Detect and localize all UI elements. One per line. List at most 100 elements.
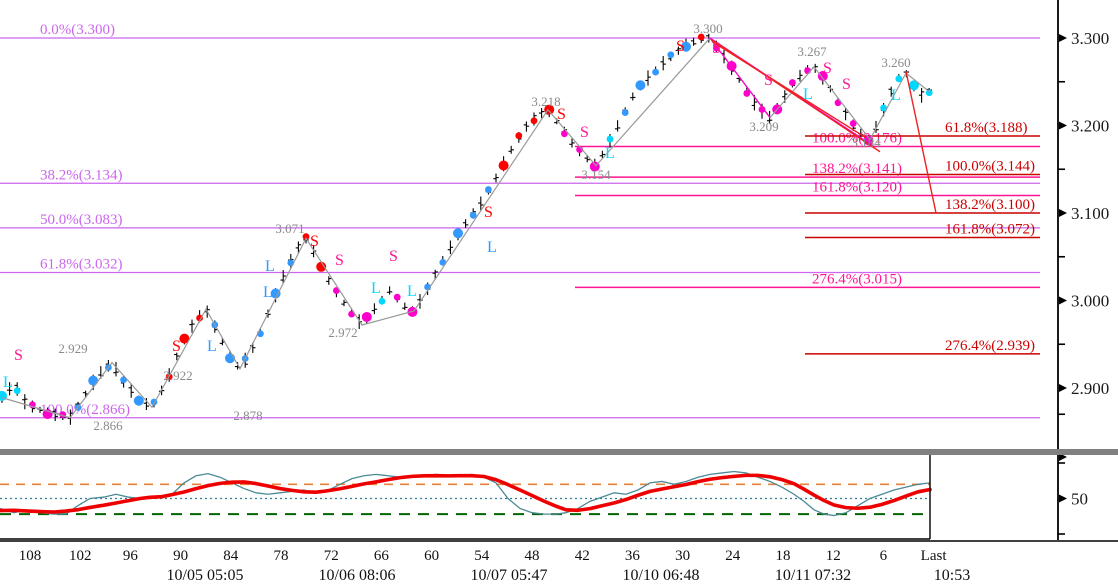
- date-tick-3: 10/10 06:48: [623, 567, 700, 584]
- oscillator-pane[interactable]: 50: [0, 455, 1118, 540]
- price-tick-arrow: [1059, 384, 1067, 392]
- pivot-label-7: 3.154: [581, 167, 611, 182]
- signal-marker-s-11: S: [484, 204, 493, 221]
- time-tick-1: 102: [69, 548, 92, 564]
- projection-lines: [709, 37, 937, 214]
- fib-line-left-0: 0.0%(3.300): [0, 22, 1040, 39]
- signal-marker-l-22: L: [891, 87, 901, 104]
- time-tick-11: 42: [575, 548, 590, 564]
- ohlc-bar: [447, 240, 454, 255]
- signal-dot: [758, 106, 766, 113]
- signal-dot: [485, 186, 492, 193]
- ohlc-bar: [523, 121, 530, 132]
- fib-label-right-2: 138.2%(3.100): [945, 197, 1035, 213]
- date-tick-2: 10/07 05:47: [471, 567, 548, 584]
- signal-dot: [789, 79, 796, 86]
- signal-marker-l-8: L: [371, 280, 381, 297]
- signal-marker-s-5: S: [310, 233, 319, 250]
- signal-marker-l-10: L: [407, 283, 417, 300]
- fib-label-right-0: 61.8%(3.188): [945, 120, 1028, 136]
- signal-dot: [498, 160, 509, 171]
- signal-marker-l-6: L: [263, 284, 273, 301]
- ohlc-bar: [918, 87, 925, 103]
- fib-line-left-1: 38.2%(3.134): [0, 167, 1040, 184]
- time-tick-0: 108: [19, 548, 42, 564]
- ohlc-bar: [326, 276, 332, 285]
- signal-marker-l-4: L: [265, 258, 275, 275]
- signal-marker-s-2: S: [172, 338, 181, 355]
- signal-dot: [849, 120, 857, 127]
- fib-label-left-3: 61.8%(3.032): [40, 257, 123, 273]
- signal-dot: [925, 89, 933, 97]
- pivot-label-3: 2.922: [163, 368, 192, 383]
- fib-label-left-2: 50.0%(3.083): [40, 212, 123, 228]
- signal-marker-l-15: L: [605, 145, 615, 162]
- signal-dot: [515, 132, 523, 140]
- signal-marker-s-14: S: [580, 124, 589, 141]
- ohlc-bar: [690, 37, 697, 46]
- oscillator-tick-label-50: 50: [1071, 490, 1088, 509]
- signal-dot: [743, 90, 751, 97]
- price-tick-label-2: 3.100: [1071, 204, 1109, 223]
- signal-marker-s-21: S: [842, 76, 851, 93]
- ohlc-bar: [462, 219, 469, 228]
- fib-line-right-0: 61.8%(3.188): [805, 120, 1040, 137]
- ohlc-bar: [143, 397, 150, 410]
- signal-dot: [697, 33, 705, 41]
- pane-separator: [0, 449, 1118, 455]
- signal-marker-l-3: L: [207, 338, 217, 355]
- price-tick-arrow: [1059, 209, 1067, 217]
- time-tick-14: 24: [725, 548, 741, 564]
- oscillator-axis: 50: [1057, 455, 1088, 540]
- price-chart-canvas[interactable]: 0.0%(3.300) 38.2%(3.134) 50.0%(3.083) 61.8%…: [0, 0, 1118, 453]
- oscillator-plot: [0, 455, 932, 540]
- signal-marker-s-9: S: [389, 248, 398, 265]
- fib-line-mid-2: 161.8%(3.120): [575, 180, 1040, 197]
- signal-marker-s-20: S: [823, 60, 832, 77]
- fib-label-mid-3: 276.4%(3.015): [812, 271, 902, 287]
- signal-marker-s-13: S: [557, 106, 566, 123]
- time-tick-16: 12: [826, 548, 841, 564]
- pivot-label-4: 3.071: [275, 221, 304, 236]
- ohlc-bar: [52, 408, 58, 422]
- pivot-dots: [0, 33, 933, 420]
- pivot-label-10: 3.267: [797, 44, 827, 59]
- oscillator-canvas[interactable]: 50: [0, 455, 1118, 540]
- ohlc-bar: [113, 361, 119, 377]
- signal-dot: [453, 228, 463, 239]
- price-tick-label-4: 2.900: [1071, 379, 1109, 398]
- price-tick-label-1: 3.200: [1071, 117, 1109, 136]
- fib-label-right-4: 276.4%(2.939): [945, 338, 1035, 354]
- signal-dot: [361, 311, 372, 322]
- price-tick-label-0: 3.300: [1071, 29, 1109, 48]
- fib-line-right-2: 138.2%(3.100): [805, 197, 1040, 214]
- ohlc-bar: [6, 382, 13, 396]
- pivot-label-0: 2.866: [93, 418, 123, 433]
- price-axis: 3.300 3.200 3.100 3.000 2.900: [1057, 0, 1109, 453]
- time-tick-10: 48: [525, 548, 540, 564]
- price-tick-arrow: [1059, 121, 1067, 130]
- signal-dot: [530, 117, 538, 125]
- signal-dot: [196, 314, 204, 322]
- time-tick-15: 18: [776, 548, 791, 564]
- fib-line-left-3: 61.8%(3.032): [0, 257, 1040, 274]
- pivot-label-5: 2.972: [328, 325, 357, 340]
- fib-label-mid-0: 100.0%(3.176): [812, 131, 902, 147]
- ohlc-bar: [508, 145, 514, 154]
- time-tick-8: 60: [424, 548, 439, 564]
- signal-marker-s-7: S: [335, 252, 344, 269]
- pivot-labels: 2.866 2.878 2.929 2.922 3.071 2.972 3.218 3.154…: [58, 21, 910, 433]
- signal-dot: [561, 130, 568, 138]
- signal-dot: [13, 387, 21, 395]
- time-tick-6: 72: [324, 548, 339, 564]
- signal-marker-s-18: S: [764, 72, 773, 89]
- ohlc-bar: [478, 196, 484, 212]
- ohlc-bar: [189, 319, 195, 333]
- signal-dot: [681, 41, 691, 52]
- signal-dot: [667, 51, 675, 59]
- ohlc-bar: [22, 394, 28, 410]
- price-chart-pane[interactable]: 0.0%(3.300) 38.2%(3.134) 50.0%(3.083) 61.8%…: [0, 0, 1118, 453]
- oscillator-fast-line: [0, 470, 931, 517]
